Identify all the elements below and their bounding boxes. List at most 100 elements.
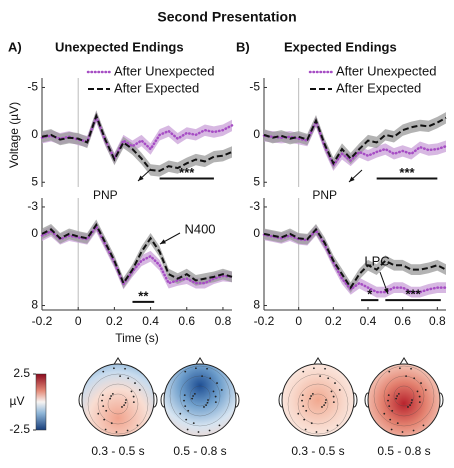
panel-label: B) (236, 39, 250, 54)
electrode (136, 424, 139, 427)
electrode (338, 389, 341, 391)
legend-label: After Expected (336, 80, 421, 95)
electrode (214, 401, 217, 404)
topomap (367, 363, 441, 437)
topomap-label: 0.3 - 0.5 s (291, 444, 344, 458)
figure-title: Second Presentation (157, 9, 296, 25)
annotation-label: LPC (364, 253, 389, 268)
electrode (119, 375, 121, 377)
arrow-head (160, 239, 166, 244)
electrode (101, 399, 103, 402)
electrode (399, 367, 401, 370)
electrode (315, 431, 318, 433)
electrode (332, 395, 335, 398)
electrode (321, 406, 323, 408)
electrode (111, 392, 114, 395)
y-tick-label: 8 (31, 298, 38, 312)
electrode (330, 390, 333, 393)
electrode (326, 429, 329, 432)
x-tick-label: 0.2 (106, 314, 123, 328)
electrode (109, 397, 112, 400)
electrode (302, 370, 305, 373)
electrode (132, 401, 135, 404)
electrode (324, 401, 327, 404)
contour (87, 373, 149, 435)
electrode (192, 395, 194, 397)
electrode (183, 399, 185, 402)
electrode (301, 399, 303, 402)
contour (297, 383, 339, 425)
x-tick-label: 0.4 (360, 314, 377, 328)
y-tick-label: 0 (253, 226, 260, 240)
y-axis-label: Voltage (µV) (7, 102, 21, 168)
x-tick-label: 0.6 (394, 314, 411, 328)
x-tick-label: -0.2 (254, 314, 275, 328)
erp-line (41, 112, 233, 172)
electrode (179, 412, 182, 415)
electrode (212, 390, 215, 393)
electrode (388, 370, 391, 373)
electrode (319, 375, 321, 377)
electrode (105, 409, 108, 412)
contour (189, 385, 211, 407)
y-tick-label: 0 (31, 127, 38, 141)
electrode (186, 428, 189, 431)
electrode (418, 395, 421, 398)
x-tick-label: 0.4 (142, 314, 159, 328)
electrode (389, 418, 392, 421)
electrode (313, 367, 315, 370)
contour (169, 365, 231, 427)
electrode (197, 431, 200, 433)
electrode (395, 397, 398, 400)
erp-line (40, 224, 234, 287)
electrode (397, 392, 400, 395)
electrode (110, 422, 113, 425)
electrode (205, 404, 208, 407)
electrode (424, 389, 427, 391)
annotation-label: N400 (184, 221, 215, 236)
y-tick-label: -5 (27, 80, 38, 94)
electrode (336, 424, 339, 427)
contour (287, 373, 349, 435)
y-tick-label: -3 (249, 199, 260, 213)
electrode (301, 394, 304, 397)
electrode (302, 405, 305, 407)
electrode (387, 399, 389, 402)
electrode (309, 397, 312, 400)
electrode (325, 399, 327, 401)
electrode (209, 377, 212, 380)
electrode (416, 390, 419, 393)
colorbar-tick-label: -2.5 (9, 422, 30, 436)
electrode (409, 404, 412, 407)
significance-label: * (367, 287, 373, 302)
electrode (126, 429, 129, 432)
topomap (81, 363, 155, 437)
electrode (124, 367, 126, 370)
electrode (218, 424, 221, 427)
electrode (383, 412, 386, 415)
y-tick-label: 5 (31, 174, 38, 188)
contour (373, 365, 435, 427)
electrode (418, 401, 421, 404)
electrode (305, 409, 308, 412)
electrode (396, 395, 398, 397)
significance-label: ** (138, 288, 149, 303)
electrode (413, 377, 416, 380)
electrode (125, 399, 127, 401)
electrode (311, 392, 314, 395)
panel-title: Expected Endings (284, 39, 397, 54)
electrode (134, 382, 136, 384)
electrode (101, 394, 104, 397)
electrode (407, 406, 409, 408)
electrode (103, 418, 106, 421)
electrode (214, 395, 217, 398)
legend-label: After Unexpected (336, 63, 436, 78)
x-tick-label: 0.6 (178, 314, 195, 328)
contour (179, 375, 221, 417)
y-tick-label: 0 (31, 226, 38, 240)
arrow-head (138, 175, 144, 181)
electrode (303, 418, 306, 421)
electrode (310, 422, 313, 425)
topomap (281, 363, 355, 437)
electrode (102, 405, 105, 407)
